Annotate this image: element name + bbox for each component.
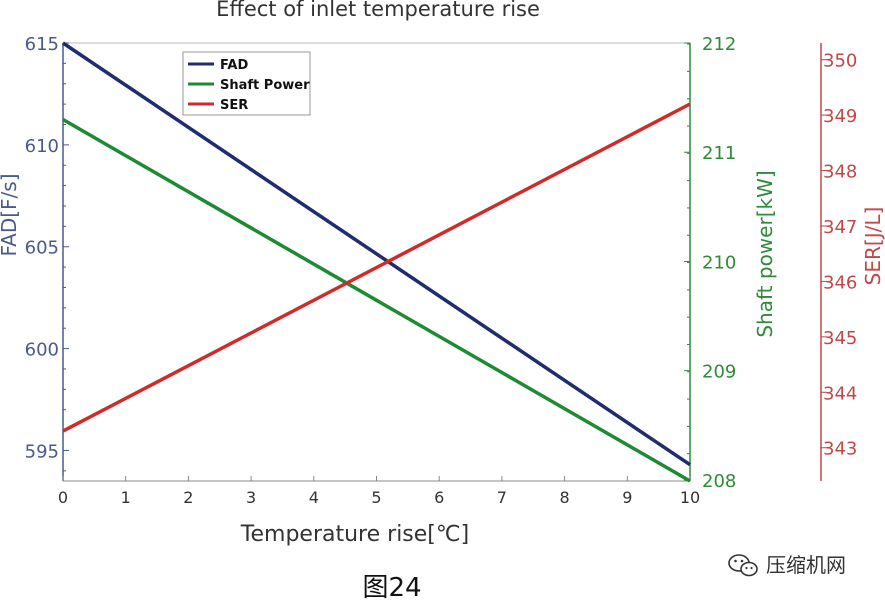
left-tick-label: 595 [25,441,59,462]
right1-tick-label: 210 [702,252,736,273]
plot-area [62,42,691,482]
x-tick-label: 6 [434,488,444,507]
right2-tick-label: 348 [823,162,857,183]
right1-tick-label: 211 [702,143,736,164]
right1-axis-ticks: 208 209 210 211 212 [684,34,736,492]
legend-label-ser: SER [220,98,248,113]
right2-tick-label: 350 [823,51,857,72]
x-tick-label: 4 [309,488,319,507]
right2-tick-label: 347 [823,217,857,238]
chart-title: Effect of inlet temperature rise [216,0,540,21]
left-axis-ticks: 595 600 605 610 615 [25,34,69,472]
watermark: 压缩机网 [728,553,846,577]
series-layer [62,41,691,483]
x-axis-ticks: 0 1 2 3 4 5 6 7 8 9 10 [58,476,700,507]
series-line-shaft-power [62,117,691,483]
right1-axis-label: Shaft power[kW] [753,170,777,337]
right2-tick-label: 345 [823,328,857,349]
series-line-fad [62,41,691,467]
left-tick-label: 600 [25,340,59,361]
x-tick-label: 0 [58,488,68,507]
right2-axis-label: SER[J/L] [861,207,885,286]
right2-axis-ticks: 343 344 345 346 347 348 349 350 [821,51,857,460]
left-tick-label: 610 [25,136,59,157]
watermark-text: 压缩机网 [766,553,846,577]
left-tick-label: 605 [25,238,59,259]
right2-tick-label: 343 [823,439,857,460]
right1-tick-label: 208 [702,471,736,492]
x-tick-label: 10 [680,488,700,507]
x-tick-label: 1 [121,488,131,507]
right1-tick-label: 212 [702,34,736,55]
x-tick-label: 8 [560,488,570,507]
right1-tick-label: 209 [702,362,736,383]
left-axis-label: FAD[F/s] [0,173,21,256]
x-tick-label: 9 [622,488,632,507]
right2-tick-label: 349 [823,106,857,127]
legend: FAD Shaft Power SER [182,51,311,116]
left-tick-label: 615 [25,34,59,55]
wechat-icon [728,554,758,577]
series-line-ser [62,102,691,433]
figure-caption: 图24 [362,573,421,602]
x-tick-label: 7 [497,488,507,507]
x-tick-label: 2 [183,488,193,507]
legend-label-fad: FAD [220,58,248,73]
right2-tick-label: 344 [823,383,857,404]
legend-label-shaft-power: Shaft Power [220,78,310,93]
x-axis-label: Temperature rise[℃] [240,522,469,547]
right2-tick-label: 346 [823,272,857,293]
x-tick-label: 3 [246,488,256,507]
x-tick-label: 5 [371,488,381,507]
